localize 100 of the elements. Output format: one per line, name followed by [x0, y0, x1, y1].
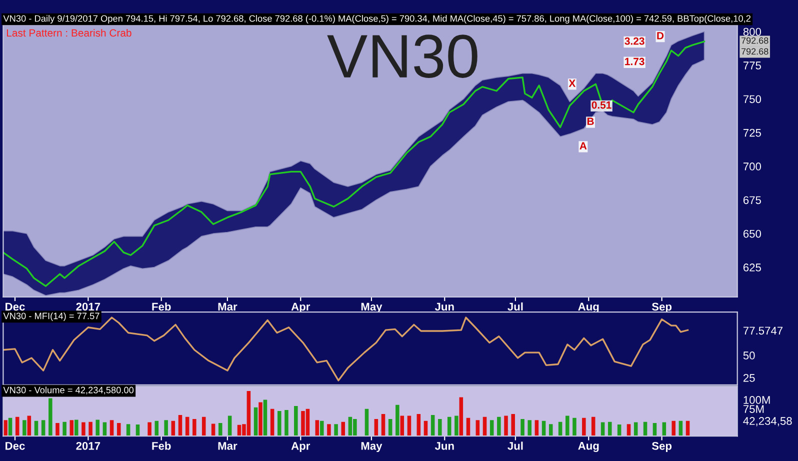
bar	[511, 414, 515, 436]
x-tick-label: Feb	[152, 302, 171, 311]
annotation: VN30	[327, 34, 478, 78]
bar	[96, 420, 100, 436]
bar	[56, 423, 60, 436]
text: 792.68	[741, 48, 768, 55]
annotation: B	[587, 118, 594, 125]
bar	[454, 416, 458, 436]
bar	[178, 415, 182, 436]
bar	[381, 414, 386, 436]
x-tick-label: 2017	[76, 302, 100, 311]
y-tick-label: 50	[743, 352, 755, 360]
bar	[565, 416, 570, 436]
y-tick-label: 625	[743, 264, 761, 272]
bar	[341, 422, 346, 436]
bar	[270, 408, 274, 436]
bar	[218, 423, 222, 436]
y-tick-label: 77.5747	[743, 326, 783, 335]
bar	[520, 419, 524, 436]
bar	[327, 424, 331, 436]
bar	[534, 420, 539, 436]
annotation: A	[580, 142, 587, 150]
bar	[388, 419, 392, 436]
x-tick-label: Aug	[578, 442, 599, 452]
bar	[154, 420, 159, 436]
bar	[48, 398, 52, 436]
annotation: 1.73	[625, 58, 644, 66]
bar	[22, 420, 26, 436]
bar	[459, 397, 464, 436]
bar	[254, 407, 258, 436]
annotation: D	[657, 32, 664, 40]
bar	[74, 420, 78, 436]
bar	[438, 419, 442, 436]
bar	[41, 420, 46, 436]
y-tick-label: 25	[743, 374, 755, 382]
x-tick-label: Dec	[6, 442, 25, 450]
bar	[528, 420, 532, 436]
y-tick-label: 800	[743, 28, 762, 36]
y-tick-label: 750	[743, 95, 762, 104]
bar	[396, 404, 400, 436]
x-tick-label: 2017	[76, 442, 100, 450]
bar	[164, 420, 168, 436]
y-tick-label: 700	[743, 162, 762, 170]
x-tick-label: Jun	[434, 302, 454, 311]
bar	[504, 416, 508, 436]
bar	[608, 422, 612, 436]
y-tick-label: 100M	[744, 396, 770, 404]
bar	[334, 424, 338, 436]
bar	[476, 420, 480, 436]
bar	[110, 420, 114, 436]
x-tick-label: Dec	[6, 302, 25, 311]
x-tick-label: Feb	[152, 442, 171, 450]
y-tick-label: 775	[743, 62, 761, 70]
bar	[263, 400, 268, 436]
x-tick-label: May	[361, 442, 382, 452]
y-tick-label: 675	[743, 196, 761, 204]
bar	[192, 419, 196, 436]
bar	[315, 420, 320, 436]
bar	[416, 414, 421, 436]
chart-title: VN30 - Daily 9/19/2017 Open 794.15, Hi 797.54, Lo 792.68, Close 792.68 (-0.1%) MA(Close,5) = 790.34, Mid MA(Close,45) = 757.86, Long MA(Close,100) = 742.59, BBTop(Close,10,2	[3, 14, 750, 24]
bar	[497, 416, 501, 436]
annotation: 3.23	[624, 37, 644, 45]
bar	[572, 418, 576, 436]
x-tick-label: Sep	[652, 302, 672, 313]
bar	[294, 406, 298, 436]
bar	[364, 408, 369, 436]
x-tick-label: May	[361, 302, 382, 313]
bar	[148, 422, 152, 436]
bar	[4, 420, 8, 436]
bar	[258, 402, 262, 436]
x-tick-label: Mar	[218, 302, 238, 311]
y-tick-label: 725	[743, 128, 761, 137]
bar	[211, 424, 216, 436]
bar	[430, 415, 435, 436]
x-tick-label: Apr	[291, 442, 310, 452]
x-tick-label: Jul	[508, 442, 523, 450]
y-tick-label: 650	[743, 230, 762, 238]
x-tick-label: Apr	[291, 302, 310, 313]
x-tick-label: Jun	[434, 442, 454, 450]
bar	[278, 411, 282, 436]
bar	[116, 423, 121, 436]
bar	[374, 419, 378, 436]
bar	[284, 410, 288, 436]
chart-title: VN30 - Volume = 42,234,580.00	[3, 386, 134, 394]
bar	[582, 418, 586, 436]
bar	[88, 422, 92, 436]
bar	[70, 420, 74, 436]
bar	[62, 422, 66, 436]
annotation: X	[568, 80, 576, 87]
y-tick-label: 42,234,58	[743, 417, 792, 426]
x-tick-label: Sep	[652, 442, 672, 452]
bar	[82, 422, 86, 436]
chart-title: VN30 - MFI(14) = 77.57	[3, 312, 100, 321]
annotation: Last Pattern : Bearish Crab	[6, 28, 132, 37]
x-tick-label: Mar	[218, 442, 238, 450]
bar	[672, 420, 676, 436]
bar	[320, 420, 324, 436]
text: 792.68	[741, 37, 768, 44]
bar	[490, 420, 494, 436]
x-tick-label: Jul	[508, 302, 523, 311]
